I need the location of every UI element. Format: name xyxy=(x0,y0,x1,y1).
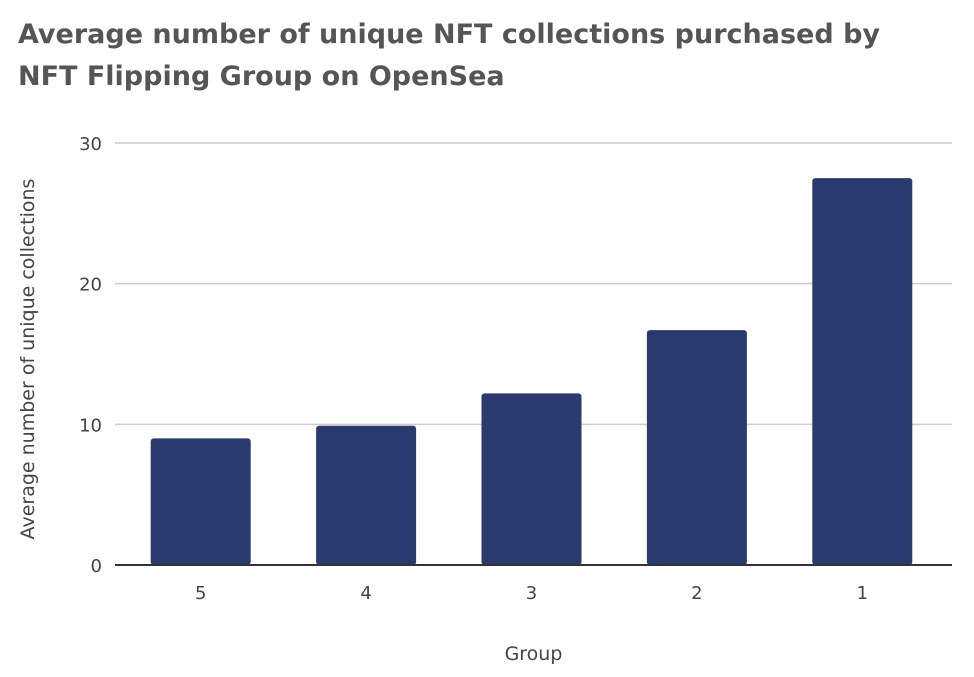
x-tick-label: 2 xyxy=(691,583,702,604)
y-axis-title: Average number of unique collections xyxy=(17,179,39,540)
x-tick-label: 5 xyxy=(195,583,206,604)
bar-group-4 xyxy=(316,425,417,565)
y-tick-label: 0 xyxy=(91,556,102,577)
x-tick-label: 1 xyxy=(857,583,868,604)
bar-group-5 xyxy=(150,438,251,565)
bar-group-2 xyxy=(646,330,747,565)
bar-group-3 xyxy=(481,393,582,565)
chart-title: Average number of unique NFT collections… xyxy=(18,19,880,92)
y-tick-label: 10 xyxy=(79,415,102,436)
x-tick-label: 3 xyxy=(526,583,537,604)
x-tick-labels: 5 4 3 2 1 xyxy=(195,583,868,604)
y-tick-label: 20 xyxy=(79,275,102,296)
x-axis-title: Group xyxy=(505,643,563,665)
bars xyxy=(150,178,913,565)
y-tick-labels: 0 10 20 30 xyxy=(79,134,102,577)
x-tick-label: 4 xyxy=(360,583,371,604)
y-tick-label: 30 xyxy=(79,134,102,155)
bar-group-1 xyxy=(812,178,913,565)
